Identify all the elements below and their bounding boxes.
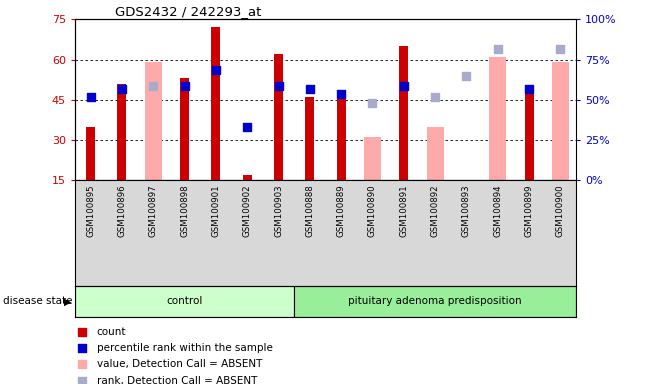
Text: GSM100903: GSM100903 — [274, 185, 283, 237]
Bar — [294, 286, 576, 317]
Point — [77, 361, 87, 367]
Text: percentile rank within the sample: percentile rank within the sample — [97, 343, 273, 353]
Point — [77, 345, 87, 351]
Bar — [525, 86, 534, 180]
Bar — [75, 286, 294, 317]
Point — [273, 83, 284, 89]
Point — [398, 83, 409, 89]
Bar — [212, 27, 220, 180]
Point — [493, 46, 503, 52]
Point — [77, 329, 87, 335]
Bar — [86, 127, 95, 180]
Text: pituitary adenoma predisposition: pituitary adenoma predisposition — [348, 296, 522, 306]
Text: GSM100889: GSM100889 — [337, 185, 346, 237]
Text: GSM100888: GSM100888 — [305, 185, 314, 237]
Point — [211, 67, 221, 73]
Text: GDS2432 / 242293_at: GDS2432 / 242293_at — [115, 5, 261, 18]
Point — [85, 94, 96, 100]
Bar — [400, 46, 408, 180]
Text: GSM100897: GSM100897 — [148, 185, 158, 237]
Bar — [117, 84, 126, 180]
Text: GSM100900: GSM100900 — [556, 185, 565, 237]
Bar — [180, 78, 189, 180]
Bar — [426, 127, 444, 180]
Point — [555, 46, 566, 52]
Bar — [243, 175, 251, 180]
Point — [148, 83, 158, 89]
Text: disease state: disease state — [3, 296, 73, 306]
Text: GSM100892: GSM100892 — [431, 185, 439, 237]
Text: control: control — [166, 296, 202, 306]
Text: GSM100890: GSM100890 — [368, 185, 377, 237]
Text: GSM100898: GSM100898 — [180, 185, 189, 237]
Bar — [552, 62, 569, 180]
Text: ▶: ▶ — [64, 296, 72, 306]
Point — [305, 86, 315, 92]
Text: GSM100899: GSM100899 — [525, 185, 534, 237]
Point — [242, 124, 253, 130]
Text: GSM100894: GSM100894 — [493, 185, 503, 237]
Point — [462, 73, 472, 79]
Bar — [489, 57, 506, 180]
Text: GSM100895: GSM100895 — [86, 185, 95, 237]
Text: rank, Detection Call = ABSENT: rank, Detection Call = ABSENT — [97, 376, 257, 384]
Text: count: count — [97, 327, 126, 337]
Text: value, Detection Call = ABSENT: value, Detection Call = ABSENT — [97, 359, 262, 369]
Text: GSM100891: GSM100891 — [399, 185, 408, 237]
Point — [117, 86, 127, 92]
Point — [179, 83, 189, 89]
Text: GSM100902: GSM100902 — [243, 185, 252, 237]
Bar — [337, 94, 346, 180]
Point — [77, 378, 87, 384]
Point — [367, 99, 378, 106]
Text: GSM100896: GSM100896 — [117, 185, 126, 237]
Point — [430, 94, 440, 100]
Bar — [145, 62, 162, 180]
Text: GSM100893: GSM100893 — [462, 185, 471, 237]
Point — [524, 86, 534, 92]
Text: GSM100901: GSM100901 — [212, 185, 220, 237]
Bar — [305, 97, 314, 180]
Point — [336, 91, 346, 98]
Bar — [364, 137, 381, 180]
Bar — [274, 54, 283, 180]
